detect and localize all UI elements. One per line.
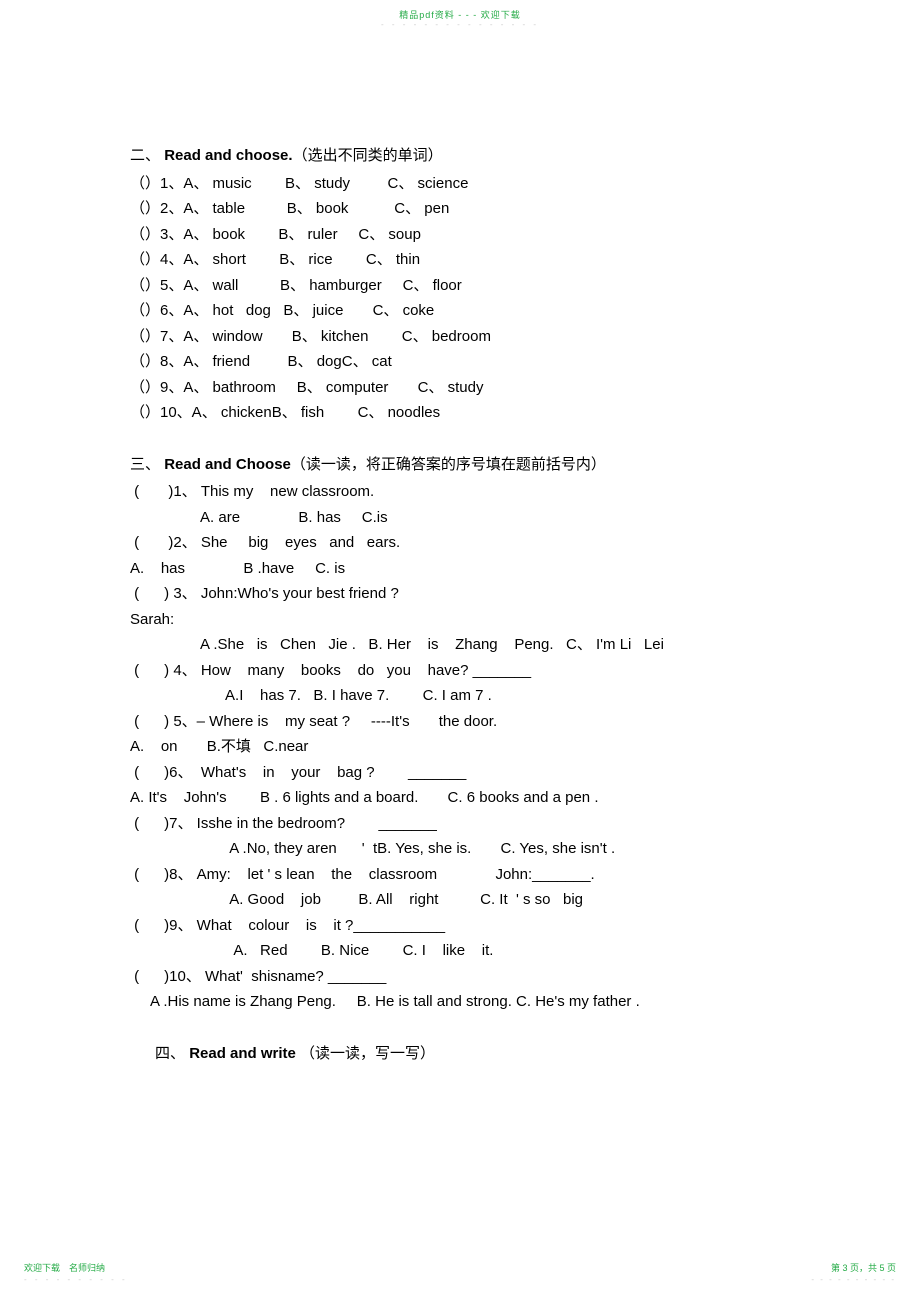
s2-q1: （）1、A、 music B、 study C、 science: [130, 171, 790, 197]
section3-header: 三、 Read and Choose（读一读，将正确答案的序号填在题前括号内）: [130, 452, 790, 478]
section2-title: Read and choose.: [164, 147, 292, 164]
footer-left-dots: - - - - - - - - - -: [24, 1275, 128, 1284]
s3-l20: A .His name is Zhang Peng. B. He is tall…: [130, 989, 790, 1015]
s2-q2: （）2、A、 table B、 book C、 pen: [130, 196, 790, 222]
s2-q5: （）5、A、 wall B、 hamburger C、 floor: [130, 273, 790, 299]
section4-num: 四、: [155, 1045, 185, 1062]
s3-l2: ( )2、 She big eyes and ears.: [130, 530, 790, 556]
s3-l1: A. are B. has C.is: [130, 505, 790, 531]
s3-l16: A. Good job B. All right C. It ' s so bi…: [130, 887, 790, 913]
footer-right-dots: - - - - - - - - - -: [811, 1275, 896, 1284]
s3-l0: ( )1、 This my new classroom.: [130, 479, 790, 505]
section3-subtitle: （读一读，将正确答案的序号填在题前括号内）: [291, 456, 606, 473]
s3-l18: A. Red B. Nice C. I like it.: [130, 938, 790, 964]
s3-l13: ( )7、 Isshe in the bedroom? _______: [130, 811, 790, 837]
section4-title: Read and write: [189, 1045, 296, 1062]
s2-q3: （）3、A、 book B、 ruler C、 soup: [130, 222, 790, 248]
s2-q4: （）4、A、 short B、 rice C、 thin: [130, 247, 790, 273]
footer-left: 欢迎下载 名师归纳: [24, 1261, 105, 1274]
s3-l6: A .She is Chen Jie . B. Her is Zhang Pen…: [130, 632, 790, 658]
s3-l4: ( ) 3、 John:Who's your best friend ?: [130, 581, 790, 607]
section3-num: 三、: [130, 456, 160, 473]
page-content: 二、 Read and choose.（选出不同类的单词） （）1、A、 mus…: [130, 143, 790, 1068]
s3-l9: ( ) 5、– Where is my seat ? ----It's the …: [130, 709, 790, 735]
footer-right: 第 3 页，共 5 页: [831, 1261, 896, 1274]
section3-title: Read and Choose: [164, 456, 291, 473]
s3-l5: Sarah:: [130, 607, 790, 633]
header-dots: - - - - - - - - - - - - - - -: [381, 20, 539, 29]
s3-l17: ( )9、 What colour is it ?___________: [130, 913, 790, 939]
s3-l11: ( )6、 What's in your bag ? _______: [130, 760, 790, 786]
s3-l3: A. has B .have C. is: [130, 556, 790, 582]
s3-l7: ( ) 4、 How many books do you have? _____…: [130, 658, 790, 684]
s2-q6: （）6、A、 hot dog B、 juice C、 coke: [130, 298, 790, 324]
section2-header: 二、 Read and choose.（选出不同类的单词）: [130, 143, 790, 169]
s3-l8: A.I has 7. B. I have 7. C. I am 7 .: [130, 683, 790, 709]
s2-q7: （）7、A、 window B、 kitchen C、 bedroom: [130, 324, 790, 350]
s3-l12: A. It's John's B . 6 lights and a board.…: [130, 785, 790, 811]
s3-l15: ( )8、 Amy: let ' s lean the classroom Jo…: [130, 862, 790, 888]
s3-l19: ( )10、 What' shisname? _______: [130, 964, 790, 990]
section4-subtitle: （读一读，写一写）: [296, 1045, 435, 1062]
section2-subtitle: （选出不同类的单词）: [293, 147, 443, 164]
s3-l14: A .No, they aren ' tB. Yes, she is. C. Y…: [130, 836, 790, 862]
section4-header: 四、 Read and write （读一读，写一写）: [155, 1041, 790, 1067]
s2-q8: （）8、A、 friend B、 dogC、 cat: [130, 349, 790, 375]
s3-l10: A. on B.不填 C.near: [130, 734, 790, 760]
section2-num: 二、: [130, 147, 160, 164]
s2-q9: （）9、A、 bathroom B、 computer C、 study: [130, 375, 790, 401]
s2-q10: （）10、A、 chickenB、 fish C、 noodles: [130, 400, 790, 426]
